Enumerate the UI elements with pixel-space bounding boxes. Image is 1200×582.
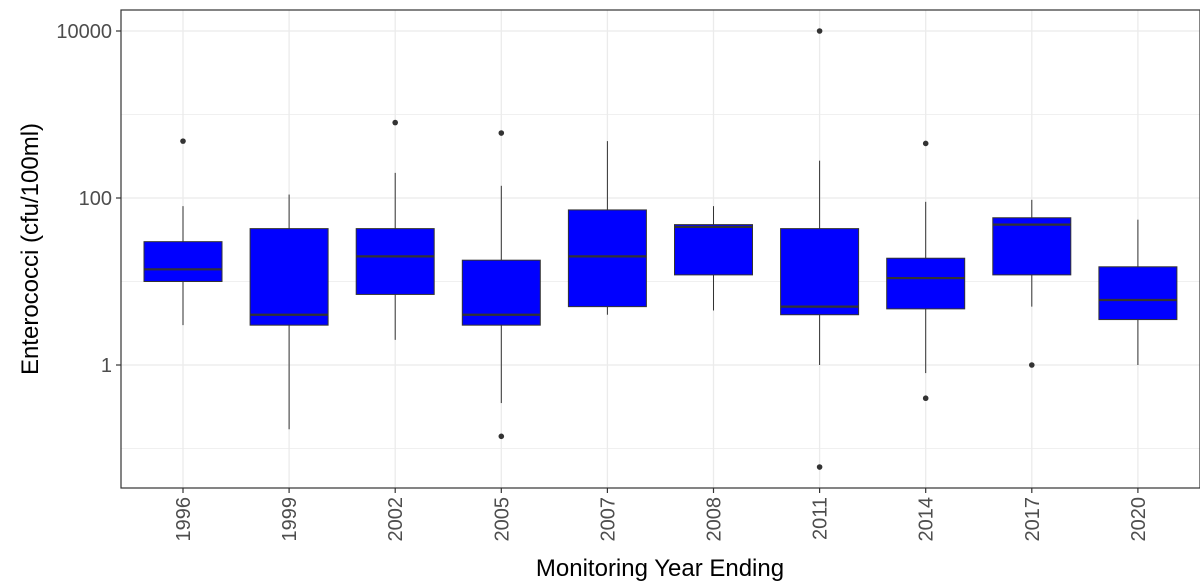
y-axis-title: Enterococci (cfu/100ml) — [17, 123, 44, 375]
x-tick-label: 1999 — [279, 497, 301, 542]
x-tick-label: 2002 — [385, 497, 407, 542]
iqr-box — [143, 241, 223, 282]
box-2008 — [674, 206, 753, 311]
x-axis-ticks: 1996 1999 2002 2005 2007 2008 2011 2014 2017 2020 — [173, 488, 1150, 542]
y-tick-label: 10000 — [56, 21, 112, 43]
x-tick-label: 1996 — [173, 497, 195, 542]
outlier-point — [816, 28, 823, 34]
iqr-box — [886, 257, 966, 310]
iqr-box — [355, 228, 435, 295]
outlier-point — [1029, 362, 1035, 368]
x-tick-label: 2005 — [491, 497, 513, 542]
outlier-point — [922, 140, 929, 147]
box-2011 — [780, 28, 860, 470]
x-tick-label: 2017 — [1022, 497, 1044, 542]
x-tick-label: 2020 — [1128, 497, 1150, 542]
box-2017 — [992, 199, 1072, 368]
box-series — [143, 28, 1178, 470]
x-axis-title: Monitoring Year Ending — [536, 555, 784, 582]
y-tick-label: 100 — [79, 188, 112, 210]
x-tick-label: 2011 — [810, 497, 832, 540]
outlier-point — [498, 130, 505, 136]
x-tick-label: 2014 — [916, 497, 938, 542]
outlier-point — [816, 464, 823, 470]
box-2020 — [1098, 219, 1178, 365]
panel-border — [120, 9, 1200, 489]
box-2002 — [355, 119, 435, 340]
box-2007 — [567, 141, 647, 315]
box-2014 — [886, 140, 966, 402]
y-tick-label: 1 — [101, 355, 112, 377]
iqr-box — [567, 209, 647, 308]
outlier-point — [498, 433, 505, 440]
iqr-box — [1098, 266, 1178, 321]
box-1996 — [143, 138, 223, 326]
outlier-point — [180, 138, 186, 144]
iqr-box — [780, 228, 860, 316]
x-tick-label: 2007 — [597, 497, 619, 542]
outlier-point — [922, 395, 929, 402]
outlier-point — [392, 119, 399, 126]
x-tick-label: 2008 — [704, 497, 726, 542]
box-1999 — [249, 194, 329, 430]
iqr-box — [992, 217, 1072, 276]
iqr-box — [249, 228, 329, 326]
y-axis-ticks: 1 100 10000 — [56, 21, 121, 377]
box-2005 — [461, 130, 541, 440]
iqr-box — [674, 224, 753, 276]
